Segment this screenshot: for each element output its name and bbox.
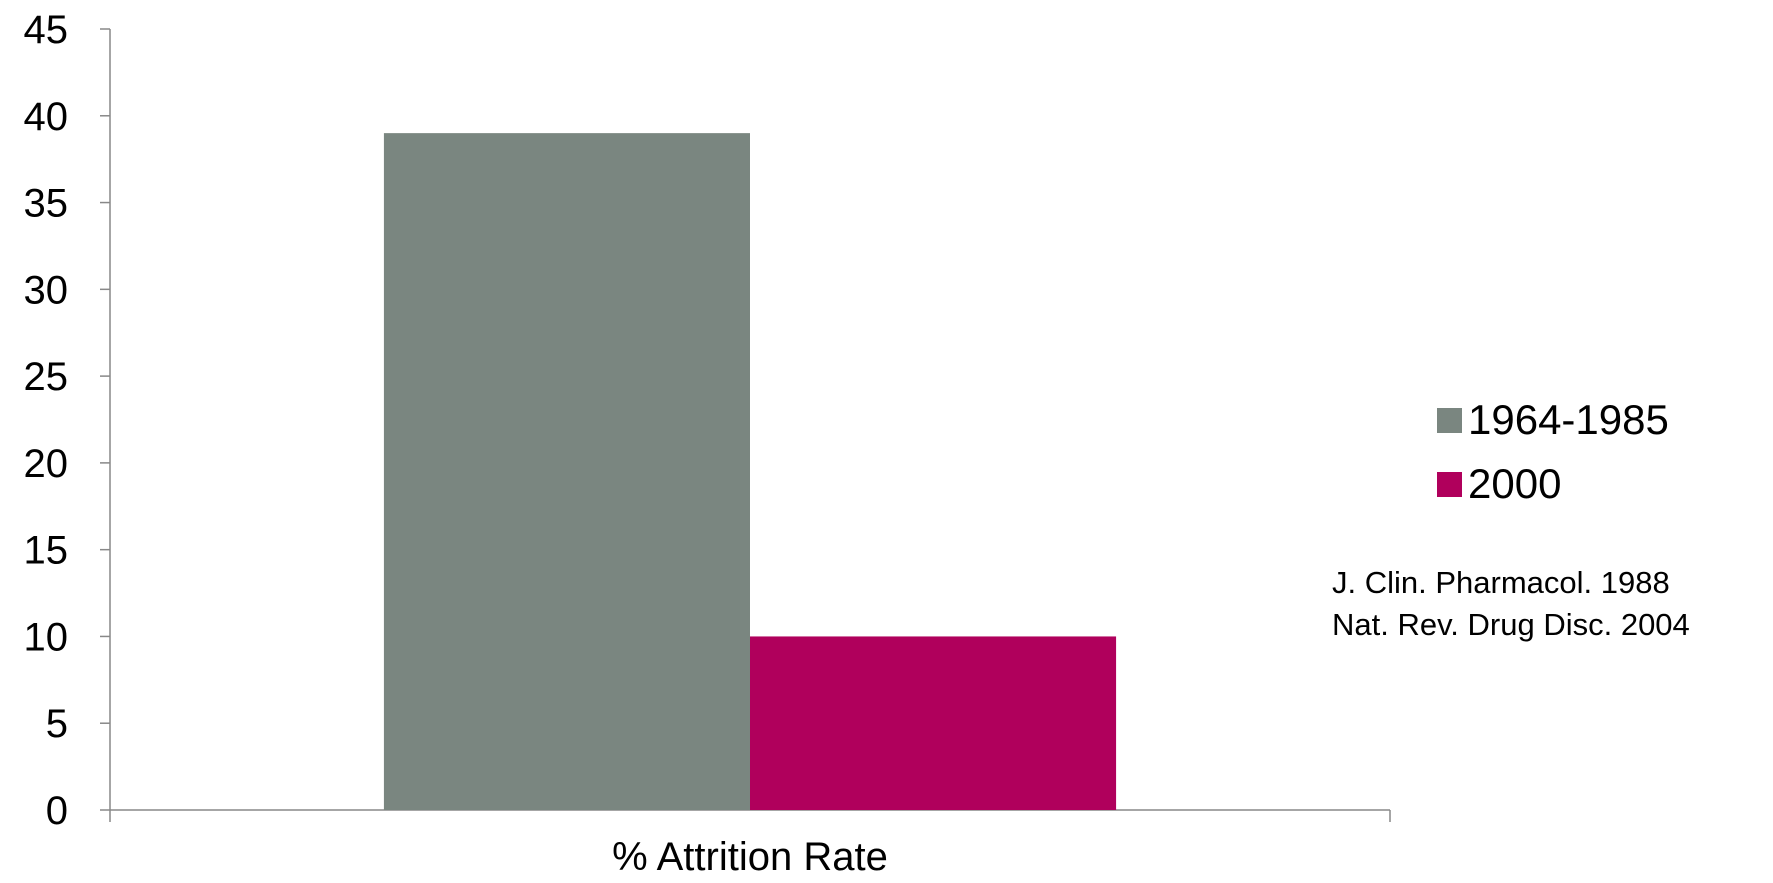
y-tick-label: 40 bbox=[24, 95, 69, 139]
bar-1 bbox=[383, 133, 750, 811]
y-axis: 0 5 10 15 20 25 30 35 40 45 bbox=[24, 8, 111, 833]
y-tick-label: 0 bbox=[46, 789, 68, 833]
y-tick-label: 25 bbox=[24, 355, 69, 399]
bar-2 bbox=[750, 636, 1117, 810]
category-labels: % Attrition Rate bbox=[612, 835, 888, 879]
y-tick-label: 10 bbox=[24, 615, 69, 659]
citation-1: J. Clin. Pharmacol. 1988 bbox=[1332, 565, 1670, 600]
legend-label-series-2: 2000 bbox=[1468, 460, 1562, 507]
legend: 1964-1985 2000 bbox=[1437, 388, 1669, 516]
citation-2: Nat. Rev. Drug Disc. 2004 bbox=[1332, 607, 1690, 642]
bars bbox=[383, 133, 1117, 811]
legend-label-series-1: 1964-1985 bbox=[1468, 396, 1669, 443]
citations: J. Clin. Pharmacol. 1988 Nat. Rev. Drug … bbox=[1332, 562, 1690, 646]
x-axis bbox=[109, 809, 1391, 822]
y-tick-label: 15 bbox=[24, 529, 69, 573]
y-tick-label: 35 bbox=[24, 182, 69, 226]
legend-swatch-series-2 bbox=[1437, 471, 1462, 497]
legend-item-series-1: 1964-1985 bbox=[1437, 388, 1669, 452]
y-tick-label: 5 bbox=[46, 702, 68, 746]
legend-swatch-series-1 bbox=[1437, 407, 1462, 433]
y-tick-label: 30 bbox=[24, 268, 69, 312]
y-tick-label: 45 bbox=[24, 8, 69, 52]
category-label: % Attrition Rate bbox=[612, 835, 888, 879]
y-tick-label: 20 bbox=[24, 442, 69, 486]
legend-item-series-2: 2000 bbox=[1437, 452, 1669, 516]
